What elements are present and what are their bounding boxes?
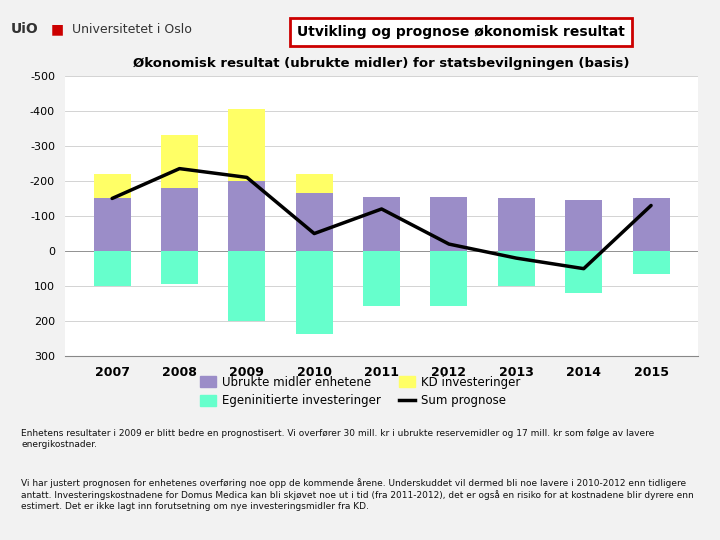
Text: Enhetens resultater i 2009 er blitt bedre en prognostisert. Vi overfører 30 mill: Enhetens resultater i 2009 er blitt bedr… (22, 429, 654, 449)
Bar (363, 197, 400, 251)
Bar (296, 251, 333, 334)
Bar (431, 251, 467, 306)
Bar (363, 251, 400, 306)
Bar (296, 193, 333, 251)
Sum prognose (512, 255, 521, 261)
Bar (228, 181, 266, 251)
Bar (431, 197, 467, 251)
Bar (228, 109, 266, 181)
Line: Sum prognose: Sum prognose (112, 168, 651, 268)
Sum prognose (377, 206, 386, 212)
Text: ■: ■ (50, 22, 63, 36)
Bar (498, 198, 535, 251)
Sum prognose (175, 165, 184, 172)
Sum prognose (580, 265, 588, 272)
Bar (94, 251, 130, 286)
Bar (633, 198, 670, 251)
Bar (228, 251, 266, 321)
Sum prognose (310, 230, 318, 237)
Bar (565, 251, 602, 293)
Bar (633, 251, 670, 274)
Text: UiO: UiO (11, 22, 39, 36)
Text: Utvikling og prognose økonomisk resultat: Utvikling og prognose økonomisk resultat (297, 25, 625, 39)
Bar (498, 251, 535, 286)
Bar (296, 174, 333, 193)
Legend: Ubrukte midler enhetene, Egeninitierte investeringer, KD investeringer, Sum prog: Ubrukte midler enhetene, Egeninitierte i… (195, 371, 525, 412)
Sum prognose (243, 174, 251, 180)
Bar (161, 251, 198, 285)
Text: Universitetet i Oslo: Universitetet i Oslo (72, 23, 192, 36)
Bar (565, 200, 602, 251)
Bar (94, 174, 130, 198)
Sum prognose (108, 195, 117, 201)
Text: Vi har justert prognosen for enhetenes overføring noe opp de kommende årene. Und: Vi har justert prognosen for enhetenes o… (22, 477, 694, 511)
Bar (161, 188, 198, 251)
Sum prognose (445, 241, 454, 247)
Sum prognose (647, 202, 655, 208)
Bar (161, 135, 198, 188)
Title: Økonomisk resultat (ubrukte midler) for statsbevilgningen (basis): Økonomisk resultat (ubrukte midler) for … (133, 57, 630, 70)
Bar (94, 198, 130, 251)
